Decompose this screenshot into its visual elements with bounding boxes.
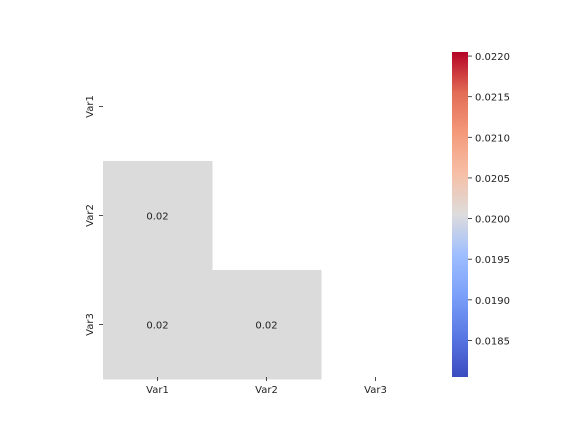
colorbar-ticks: 0.0185 0.0190 0.0195 0.0200 0.0205 0.0210 0.02… [468,52,510,347]
colorbar-tick-label: 0.0210 [475,133,510,144]
colorbar-gradient [452,52,468,377]
x-axis-ticks: Var1 Var2 Var3 [146,377,387,396]
heatmap-cell [212,270,322,380]
colorbar-tick-label: 0.0215 [475,93,510,104]
colorbar: 0.0185 0.0190 0.0195 0.0200 0.0205 0.0210 0.02… [452,52,510,377]
colorbar-tick-label: 0.0195 [475,255,510,266]
y-axis-ticks: Var1 Var2 Var3 [85,95,103,336]
colorbar-tick-label: 0.0185 [475,336,510,347]
y-tick-label: Var1 [85,95,96,118]
colorbar-tick-label: 0.0190 [475,296,510,307]
y-tick-label: Var2 [85,204,96,227]
x-tick-label: Var2 [255,385,278,396]
heatmap-cell [103,270,213,380]
cell-annotation: 0.02 [146,321,168,332]
x-tick-label: Var1 [146,385,169,396]
x-tick-label: Var3 [364,385,387,396]
heatmap-cells [103,161,322,380]
colorbar-tick-label: 0.0200 [475,215,510,226]
cell-annotation: 0.02 [146,212,168,223]
heatmap-annotations: 0.02 0.02 0.02 [146,212,277,332]
colorbar-tick-label: 0.0220 [475,52,510,63]
cell-annotation: 0.02 [255,321,277,332]
colorbar-tick-label: 0.0205 [475,174,510,185]
y-tick-label: Var3 [85,313,96,336]
heatmap-cell [103,161,213,271]
